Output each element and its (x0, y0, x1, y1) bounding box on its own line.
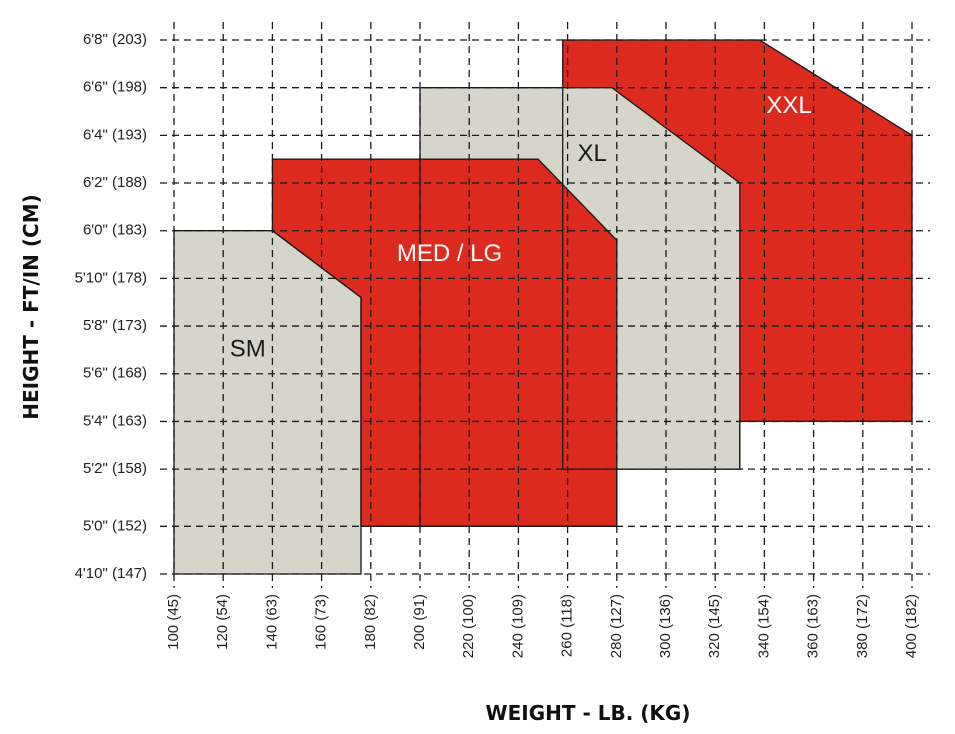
x-tick-label: 160 (73) (313, 594, 330, 650)
x-tick-label: 220 (100) (460, 594, 477, 658)
y-tick-label: 6'8" (203) (83, 31, 147, 48)
y-tick-label: 5'4" (163) (83, 412, 147, 429)
region-label-xl: XL (578, 140, 607, 167)
region-outline-xxl (562, 39, 913, 470)
x-tick-label: 320 (145) (706, 594, 723, 658)
x-axis-tick-labels: 100 (45) 120 (54) 140 (63) 160 (73) 180 (82)… (165, 594, 920, 658)
y-tick-label: 5'6" (168) (83, 365, 147, 382)
region-outlines (173, 39, 913, 575)
y-tick-label: 5'8" (173) (83, 317, 147, 334)
region-label-med-lg: MED / LG (397, 240, 502, 267)
x-tick-label: 200 (91) (411, 594, 428, 650)
y-axis-title: HEIGHT - FT/IN (CM) (19, 194, 43, 419)
region-label-xxl: XXL (766, 92, 811, 119)
x-tick-label: 340 (154) (755, 594, 772, 658)
y-tick-label: 4'10" (147) (75, 565, 147, 582)
x-tick-label: 240 (109) (509, 594, 526, 658)
x-tick-label: 280 (127) (608, 594, 625, 658)
region-sm (174, 230, 361, 574)
x-tick-label: 180 (82) (362, 594, 379, 650)
y-tick-label: 5'10" (178) (75, 269, 147, 286)
x-tick-label: 400 (182) (903, 594, 920, 658)
y-tick-label: 6'2" (188) (83, 174, 147, 191)
x-tick-label: 380 (172) (854, 594, 871, 658)
x-tick-label: 260 (118) (559, 594, 576, 657)
x-tick-label: 120 (54) (214, 594, 231, 650)
x-axis-title: WEIGHT - LB. (KG) (486, 701, 691, 725)
y-tick-label: 6'4" (193) (83, 126, 147, 143)
y-tick-label: 5'2" (158) (83, 460, 147, 477)
region-labels: XXL XL MED / LG SM (230, 92, 812, 362)
region-outline-sm (173, 230, 362, 575)
region-label-sm: SM (230, 335, 266, 362)
y-tick-label: 6'6" (198) (83, 79, 147, 96)
y-tick-label: 6'0" (183) (83, 222, 147, 239)
y-tick-label: 5'0" (152) (83, 517, 147, 534)
size-regions (174, 40, 912, 574)
x-tick-label: 300 (136) (657, 594, 674, 658)
x-tick-label: 140 (63) (263, 594, 280, 650)
x-tick-label: 360 (163) (805, 594, 822, 658)
region-med-lg (272, 159, 617, 527)
y-axis-tick-labels: 4'10" (147) 5'0" (152) 5'2" (158) 5'4" (163… (75, 31, 147, 582)
x-tick-label: 100 (45) (165, 594, 182, 650)
